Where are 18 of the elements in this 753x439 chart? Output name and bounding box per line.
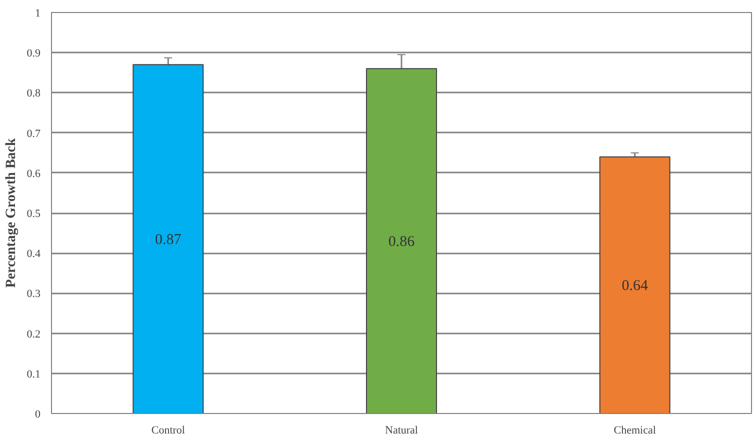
y-tick-label: 1: [35, 8, 40, 20]
y-tick-label: 0.4: [26, 248, 41, 260]
y-tick-label: 0.7: [26, 128, 41, 140]
y-tick-label: 0.5: [26, 208, 41, 220]
data-label: 0.87: [155, 232, 182, 248]
y-tick-label: 0.9: [26, 48, 41, 60]
y-tick-label: 0.6: [26, 168, 41, 180]
x-tick-label: Chemical: [614, 424, 656, 436]
data-label: 0.64: [622, 278, 648, 294]
y-axis-title: Percentage Growth Back: [4, 138, 19, 288]
y-tick-label: 0.1: [26, 368, 40, 380]
y-tick-label: 0.2: [26, 328, 40, 340]
y-tick-label: 0: [35, 408, 41, 420]
data-label: 0.86: [388, 234, 416, 250]
x-tick-label: Control: [151, 424, 185, 436]
x-tick-label: Natural: [385, 424, 418, 436]
y-tick-label: 0.8: [26, 88, 41, 100]
y-tick-label: 0.3: [26, 288, 41, 300]
